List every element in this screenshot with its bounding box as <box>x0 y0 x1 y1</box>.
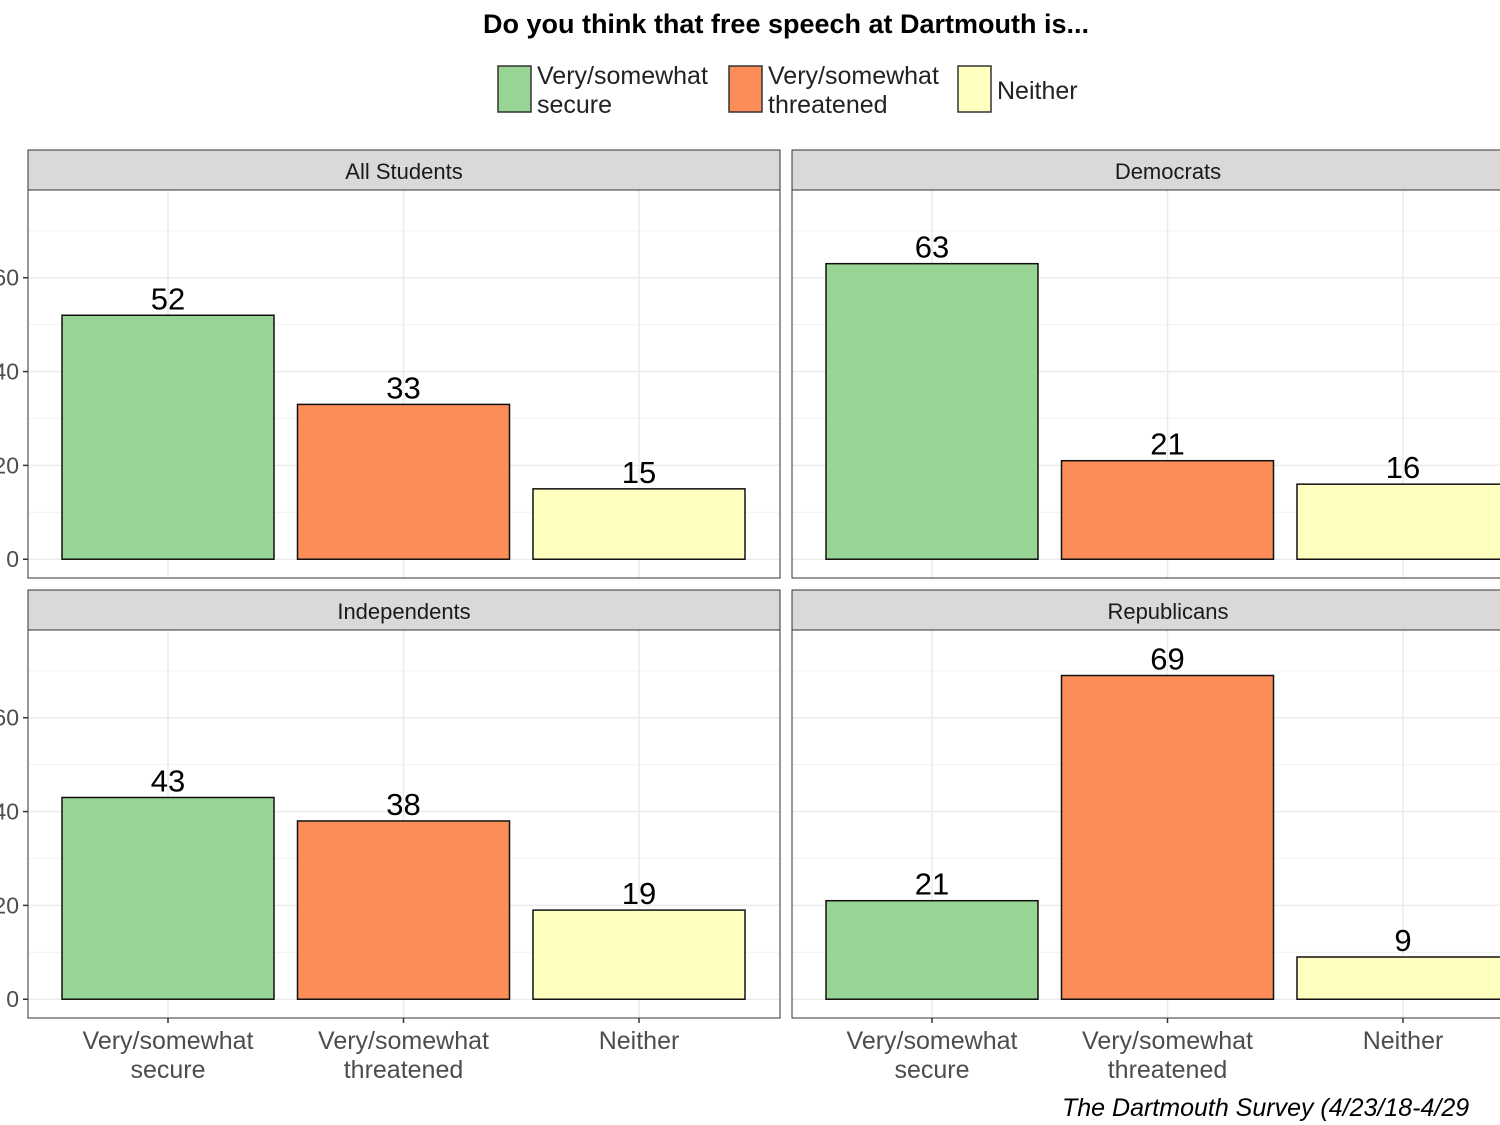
legend-label: Very/somewhat <box>768 62 939 90</box>
panel-border <box>791 189 1500 579</box>
x-tick-label: Very/somewhat <box>318 1027 489 1055</box>
bar <box>1296 956 1500 1000</box>
bar <box>61 314 275 560</box>
legend-label: Neither <box>997 77 1078 105</box>
bar <box>825 899 1039 1000</box>
bar-value-label: 69 <box>1150 642 1184 677</box>
panels: All Students 52 33 15 0 20 40 60 Democrats 63 21 16… <box>0 149 1500 1084</box>
panel-border <box>27 189 781 579</box>
chart-title: Do you think that free speech at Dartmou… <box>483 9 1089 39</box>
bar-value-label: 43 <box>151 763 185 798</box>
legend: Very/somewhatsecureVery/somewhatthreaten… <box>497 62 1078 119</box>
bar-value-label: 21 <box>1150 427 1184 462</box>
y-tick-label: 60 <box>0 705 19 731</box>
y-tick-label: 40 <box>0 799 19 825</box>
y-tick-label: 0 <box>6 986 19 1012</box>
legend-label: secure <box>537 91 612 119</box>
x-tick-label: Neither <box>599 1027 680 1055</box>
panel-independents: Independents4338190204060Very/somewhatse… <box>0 589 781 1084</box>
bar-value-label: 38 <box>386 787 420 822</box>
bar <box>825 262 1039 560</box>
bar <box>296 403 511 560</box>
panel-republicans: Republicans21699Very/somewhatsecureVery/… <box>791 589 1500 1084</box>
bar-value-label: 19 <box>622 876 656 911</box>
bar <box>61 796 275 1000</box>
panel-all-students: All Students 52 33 15 0 20 40 60 <box>0 149 781 579</box>
facet-strip <box>791 589 1500 631</box>
x-tick-label: threatened <box>1108 1056 1228 1084</box>
bar-value-label: 52 <box>151 281 185 316</box>
y-tick-label: 20 <box>0 892 19 918</box>
x-tick-label: Very/somewhat <box>1082 1027 1253 1055</box>
bar-value-label: 21 <box>915 867 949 902</box>
bar <box>1060 674 1275 1000</box>
facet-strip <box>27 149 781 191</box>
legend-key-0 <box>497 65 532 113</box>
legend-key-2 <box>957 65 992 113</box>
x-tick-label: secure <box>130 1056 205 1084</box>
x-tick-label: Very/somewhat <box>83 1027 254 1055</box>
x-tick-label: secure <box>894 1056 969 1084</box>
facet-title: Republicans <box>1107 599 1228 624</box>
facet-strip <box>791 149 1500 191</box>
bar <box>296 820 511 1000</box>
chart-caption: The Dartmouth Survey (4/23/18-4/29 <box>1062 1094 1469 1122</box>
bar-value-label: 15 <box>622 455 656 490</box>
y-tick-label: 0 <box>6 546 19 572</box>
y-tick-label: 60 <box>0 265 19 291</box>
bar <box>532 909 746 1000</box>
legend-key-1 <box>728 65 763 113</box>
facet-title: All Students <box>345 159 462 184</box>
y-tick-label: 20 <box>0 452 19 478</box>
facet-title: Democrats <box>1115 159 1221 184</box>
y-tick-label: 40 <box>0 359 19 385</box>
bar <box>532 488 746 560</box>
x-tick-label: threatened <box>344 1056 464 1084</box>
x-tick-label: Neither <box>1363 1027 1444 1055</box>
x-tick-label: Very/somewhat <box>847 1027 1018 1055</box>
bar-value-label: 9 <box>1394 923 1411 958</box>
panel-democrats: Democrats 63 21 16 <box>791 149 1500 579</box>
bar-value-label: 63 <box>915 230 949 265</box>
bar <box>1296 483 1500 560</box>
bar <box>1060 459 1275 560</box>
legend-label: Very/somewhat <box>537 62 708 90</box>
bar-value-label: 33 <box>386 370 420 405</box>
bar-value-label: 16 <box>1386 450 1420 485</box>
legend-label: threatened <box>768 91 888 119</box>
facet-title: Independents <box>337 599 470 624</box>
